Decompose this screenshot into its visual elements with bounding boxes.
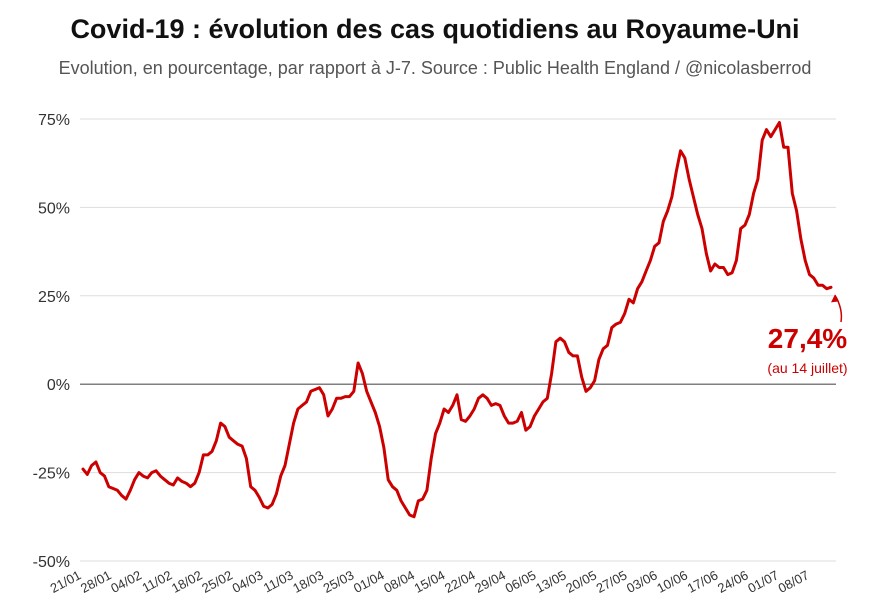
y-tick-label: 75% — [38, 112, 70, 129]
x-tick-label: 08/07 — [776, 567, 812, 596]
chart-subtitle: Evolution, en pourcentage, par rapport à… — [58, 58, 812, 78]
y-tick-label: 0% — [47, 377, 70, 394]
y-tick-label: -50% — [33, 554, 70, 571]
y-tick-label: 50% — [38, 200, 70, 217]
series-line — [81, 121, 833, 519]
annotation-arrow-head — [831, 294, 839, 303]
y-tick-label: -25% — [33, 466, 70, 483]
y-tick-label: 25% — [38, 289, 70, 306]
x-tick-label: 11/03 — [261, 567, 296, 595]
annotation-date: (au 14 juillet) — [767, 360, 848, 376]
x-tick-label: 11/02 — [139, 567, 174, 595]
chart-title: Covid-19 : évolution des cas quotidiens … — [70, 14, 800, 44]
annotation-value: 27,4% — [767, 323, 848, 354]
